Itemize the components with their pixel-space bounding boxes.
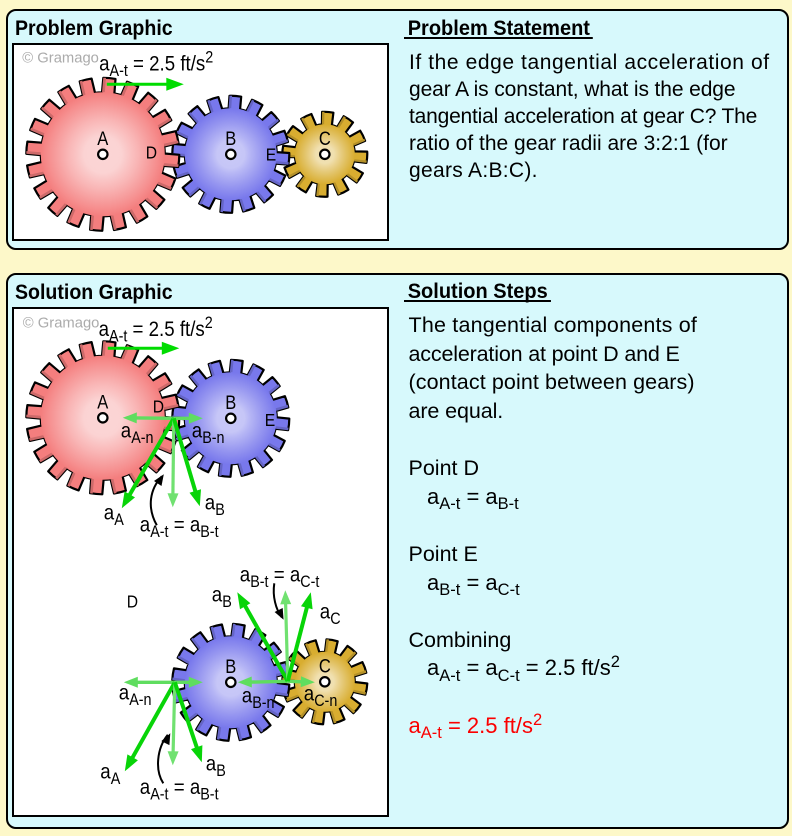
svg-text:aA-t​ = aB-t​: aA-t​ = aB-t​ <box>140 775 219 803</box>
svg-text:aA-n​: aA-n​ <box>119 681 152 709</box>
svg-text:D: D <box>127 591 138 611</box>
svg-text:aB​: aB​ <box>212 583 232 611</box>
svg-text:aC-n​: aC-n​ <box>304 682 338 710</box>
svg-text:aB-t​ = aC-t​: aB-t​ = aC-t​ <box>240 563 320 591</box>
svg-text:E: E <box>265 409 275 429</box>
svg-text:aA​: aA​ <box>104 501 125 529</box>
svg-text:aB-n​: aB-n​ <box>242 684 275 712</box>
svg-text:aA​: aA​ <box>100 760 121 788</box>
svg-text:aA-t​ = 2.5 ft/s2​: aA-t​ = 2.5 ft/s2​ <box>99 313 213 345</box>
svg-text:aA-t​ = 2.5 ft/s2​: aA-t​ = 2.5 ft/s2​ <box>99 49 213 81</box>
svg-text:© Gramago: © Gramago <box>23 315 100 331</box>
svg-text:D: D <box>153 396 164 416</box>
svg-text:A: A <box>97 391 108 412</box>
svg-text:A: A <box>97 128 108 149</box>
svg-text:E: E <box>266 144 276 164</box>
svg-text:D: D <box>146 142 157 162</box>
svg-text:aA-n​: aA-n​ <box>121 419 154 447</box>
svg-text:B: B <box>225 656 236 677</box>
svg-text:aA-t​ = aB-t​: aA-t​ = aB-t​ <box>140 513 219 541</box>
svg-text:aC​: aC​ <box>320 600 341 628</box>
svg-text:B: B <box>225 128 236 149</box>
svg-text:C: C <box>319 128 331 149</box>
svg-text:B: B <box>225 392 236 413</box>
svg-text:C: C <box>319 655 331 676</box>
svg-text:aB​: aB​ <box>205 491 225 519</box>
svg-text:© Gramago: © Gramago <box>22 51 99 67</box>
svg-text:aB-n​: aB-n​ <box>192 419 225 447</box>
svg-text:aB​: aB​ <box>206 752 226 780</box>
